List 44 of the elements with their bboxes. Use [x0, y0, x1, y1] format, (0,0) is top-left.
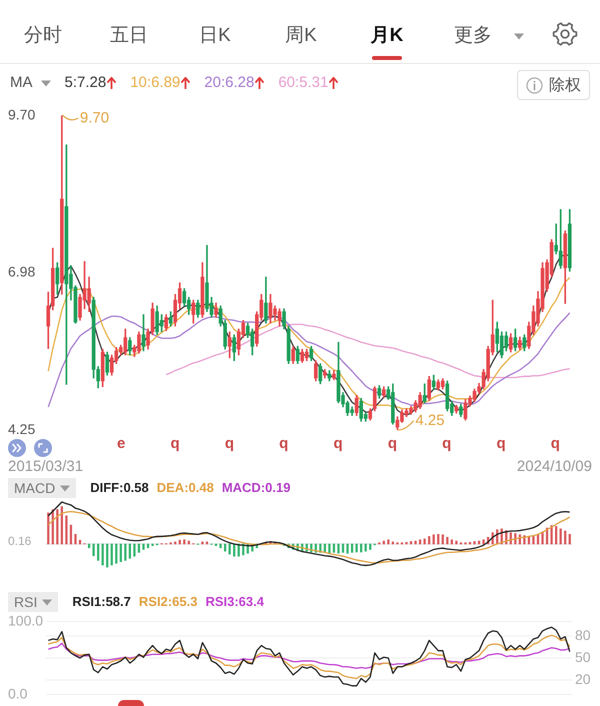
y-tick-label: 4.25	[8, 420, 36, 437]
text: q	[388, 435, 397, 452]
text: q	[496, 435, 506, 452]
annotation: 4.25	[415, 412, 445, 430]
text: q	[224, 435, 234, 452]
text: 2024/10/09	[516, 458, 592, 475]
text: 2015/03/31	[8, 458, 84, 475]
text: RSI2:65.3	[138, 593, 198, 611]
text: 20:6.28	[204, 74, 254, 92]
dropdown-field: RSI	[8, 592, 58, 612]
text: q	[279, 435, 288, 452]
text: 分时	[23, 24, 63, 48]
text: 0.16	[8, 534, 32, 548]
y2-tick-label: 20	[575, 670, 591, 687]
legend-title: MACD	[14, 479, 56, 497]
y-tick-label: 6.98	[8, 264, 36, 280]
text: 60:5.31	[278, 74, 328, 92]
text: RSI3:63.4	[205, 593, 264, 611]
legend-title: RSI	[14, 593, 38, 611]
text: q	[170, 435, 180, 452]
y-tick-label: 0.0	[8, 685, 28, 702]
text: q	[550, 435, 560, 452]
text: 周K	[284, 24, 318, 48]
text: DEA:0.48	[156, 479, 214, 497]
dropdown-field: MACD	[8, 478, 76, 498]
text: 5:7.28	[64, 74, 106, 92]
y-tick-label: 9.70	[8, 106, 36, 122]
text: q	[442, 435, 452, 452]
y2-tick-label: 50	[575, 648, 591, 665]
y2-tick-label: 80	[575, 626, 591, 643]
text: 月K	[370, 24, 404, 48]
legend-title: MA	[10, 74, 32, 92]
text: 更多	[453, 24, 493, 48]
annotation: 9.70	[80, 110, 110, 127]
text: MACD:0.19	[222, 479, 290, 497]
series-label: DIFF:0.58	[90, 479, 149, 497]
text: 日K	[198, 24, 232, 48]
text: e	[117, 435, 126, 452]
text: 五日	[109, 24, 149, 48]
button: 除权	[517, 70, 590, 100]
text: 10:6.89	[130, 74, 180, 92]
y-tick-label: 100.0	[8, 612, 44, 628]
series-label: RSI1:58.7	[72, 593, 131, 611]
text: q	[333, 435, 343, 452]
